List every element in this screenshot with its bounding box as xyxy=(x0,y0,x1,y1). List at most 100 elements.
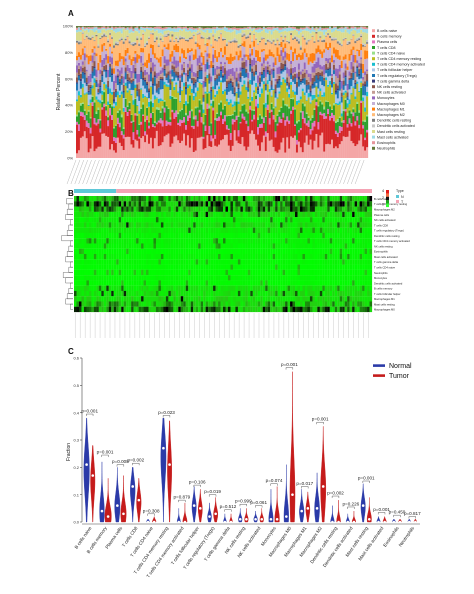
panel-a-bar-segment xyxy=(235,92,238,94)
panel-a-bar-segment xyxy=(299,74,302,79)
panel-b-heatmap-cell xyxy=(265,227,268,234)
panel-b-heatmap-cell xyxy=(175,238,179,244)
panel-a-bar-segment xyxy=(323,151,326,158)
panel-b-heatmap-cell xyxy=(220,196,224,202)
panel-a-bar-segment xyxy=(278,78,281,81)
panel-a-bar-segment xyxy=(264,32,267,43)
panel-a-bar-segment xyxy=(264,83,267,85)
panel-b-heatmap-cell xyxy=(74,201,77,207)
panel-b-heatmap-cell xyxy=(292,201,296,207)
panel-a-bar-segment xyxy=(120,33,123,38)
panel-a-bar-segment xyxy=(89,82,92,85)
panel-b-heatmap-cell xyxy=(96,206,99,212)
panel-a-bar-segment xyxy=(239,44,242,47)
panel-a-bar-segment xyxy=(348,75,351,78)
panel-a-bar-segment xyxy=(329,26,332,30)
panel-a-bar-segment xyxy=(270,80,273,86)
panel-b-heatmap-cell xyxy=(237,222,241,228)
panel-b-heatmap-cell xyxy=(131,254,134,260)
panel-b-heatmap-cell xyxy=(232,201,236,207)
panel-b-heatmap-cell xyxy=(138,243,142,249)
panel-b-heatmap-cell xyxy=(282,227,286,234)
panel-a-bar-segment xyxy=(206,29,209,38)
panel-a-bar-segment xyxy=(101,90,104,95)
panel-b-heatmap-cell xyxy=(357,196,360,202)
panel-b-heatmap-cell xyxy=(193,254,196,260)
panel-a-bar-segment xyxy=(153,31,156,40)
panel-b-heatmap-cell xyxy=(213,222,216,228)
panel-a-bar-segment xyxy=(188,147,192,158)
panel-a-bar-segment xyxy=(266,80,269,85)
panel-b-dendrogram-branch xyxy=(70,282,73,289)
panel-b-heatmap-cell xyxy=(113,217,117,223)
panel-b-heatmap-cell xyxy=(198,238,201,244)
panel-a-bar-segment xyxy=(112,107,116,128)
panel-a-bar-segment xyxy=(97,33,100,45)
panel-a-bar-segment xyxy=(282,100,285,113)
panel-a-bar-segment xyxy=(177,52,180,61)
panel-b-heatmap-cell xyxy=(230,248,234,255)
panel-a-bar-segment xyxy=(307,97,310,117)
panel-a-bar-segment xyxy=(272,108,275,116)
panel-a-legend-swatch xyxy=(372,51,375,55)
panel-b-heatmap-cell xyxy=(121,248,124,255)
panel-a-bar-segment xyxy=(366,91,369,97)
panel-a-sample-label xyxy=(160,159,170,185)
panel-a-bar-segment xyxy=(216,26,219,27)
panel-b-heatmap-cell xyxy=(113,206,117,212)
panel-a-bar-segment xyxy=(81,29,84,32)
panel-a-bar-segment xyxy=(358,26,361,28)
panel-b-heatmap-cell xyxy=(141,206,144,212)
panel-a-bar-segment xyxy=(167,86,170,108)
panel-b-heatmap-cell xyxy=(86,206,89,212)
panel-b-heatmap-cell xyxy=(314,254,318,260)
panel-a-bar-segment xyxy=(95,77,98,80)
panel-a-bar-segment xyxy=(142,98,145,103)
panel-a-bar-segment xyxy=(95,148,98,158)
panel-b-heatmap-cell xyxy=(349,206,353,212)
panel-a-bar-segment xyxy=(149,72,153,74)
panel-a-bar-segment xyxy=(342,122,345,137)
panel-a-bar-segment xyxy=(107,117,110,121)
panel-a-bar-segment xyxy=(122,92,125,99)
panel-a-bar-segment xyxy=(264,28,267,33)
panel-b-heatmap-cell xyxy=(165,243,169,249)
panel-a-bar-segment xyxy=(163,29,166,32)
panel-b-heatmap-cell xyxy=(88,217,92,223)
panel-a-bar-segment xyxy=(332,26,336,28)
panel-b-heatmap-cell xyxy=(83,217,87,223)
panel-b-heatmap-cell xyxy=(170,206,174,212)
panel-b-heatmap-cell xyxy=(319,232,323,239)
panel-a-bar-segment xyxy=(155,30,158,37)
panel-a-bar-segment xyxy=(192,33,195,36)
panel-a-bar-segment xyxy=(360,63,363,69)
panel-b-heatmap-cell xyxy=(272,248,276,255)
panel-a-sample-label xyxy=(226,159,236,185)
panel-b-heatmap-cell xyxy=(357,222,360,228)
panel-a-y-ticks: 0%20%40%60%80%100% xyxy=(63,24,74,161)
panel-a-bar-segment xyxy=(358,124,361,129)
panel-a-bar-segment xyxy=(165,65,168,74)
panel-a-bar-segment xyxy=(124,111,127,138)
panel-a-bar-segment xyxy=(262,57,265,64)
panel-a-bar-segment xyxy=(210,45,213,47)
panel-a-bar-segment xyxy=(245,90,248,110)
panel-a-bar-segment xyxy=(79,103,82,106)
panel-a-bar-segment xyxy=(282,60,285,64)
panel-a-bar-segment xyxy=(360,78,363,82)
panel-a-bar-segment xyxy=(342,27,345,29)
panel-a-bar-segment xyxy=(142,77,145,80)
panel-a-bar-segment xyxy=(146,42,149,45)
panel-a-bar-segment xyxy=(185,101,188,106)
panel-b-heatmap-cell xyxy=(185,206,189,212)
panel-a-bar-segment xyxy=(350,49,353,56)
panel-b-heatmap-cell xyxy=(334,196,338,202)
panel-a-bar-segment xyxy=(151,83,155,86)
panel-b-heatmap-cell xyxy=(108,227,112,234)
panel-a-bar-segment xyxy=(161,41,164,42)
panel-a-bar-segment xyxy=(262,50,265,58)
panel-a-bar-segment xyxy=(334,68,338,77)
panel-a-bar-segment xyxy=(149,99,153,102)
panel-a-bar-segment xyxy=(151,44,155,55)
panel-a-bar-segment xyxy=(146,134,149,158)
